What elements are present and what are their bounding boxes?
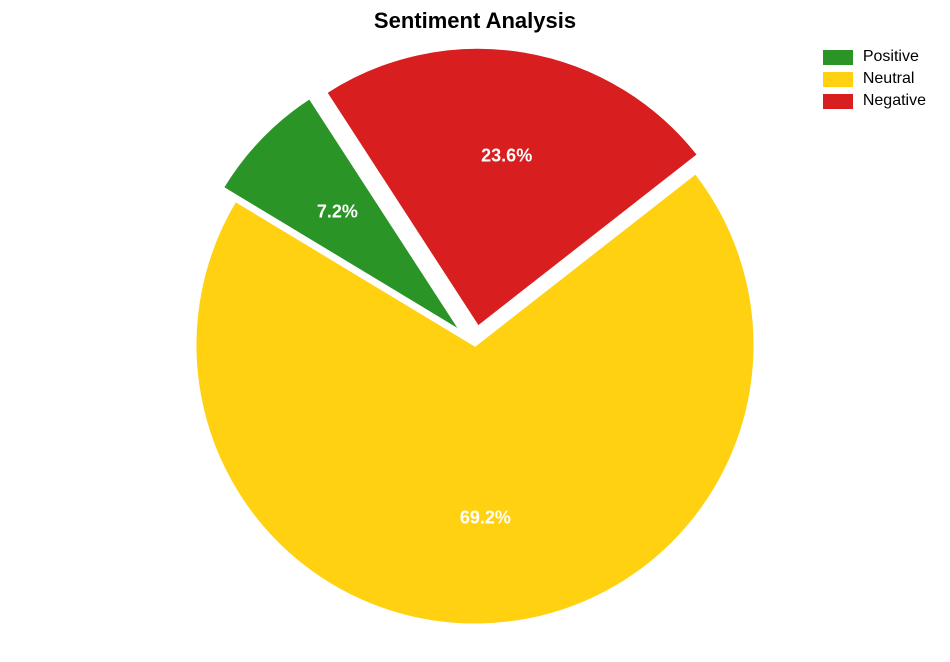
legend-item-negative: Negative bbox=[823, 92, 926, 110]
legend-label: Negative bbox=[863, 92, 926, 110]
legend-label: Positive bbox=[863, 48, 919, 66]
slice-label-neutral: 69.2% bbox=[460, 508, 511, 529]
legend-item-neutral: Neutral bbox=[823, 70, 926, 88]
legend-swatch-neutral bbox=[823, 72, 853, 87]
sentiment-pie-chart: Sentiment Analysis PositiveNeutralNegati… bbox=[0, 0, 950, 662]
legend-swatch-positive bbox=[823, 50, 853, 65]
slice-label-positive: 7.2% bbox=[317, 201, 358, 222]
legend-label: Neutral bbox=[863, 70, 915, 88]
pie-svg bbox=[0, 0, 950, 662]
legend: Positive Neutral Negative bbox=[823, 48, 926, 114]
legend-item-positive: Positive bbox=[823, 48, 926, 66]
legend-swatch-negative bbox=[823, 94, 853, 109]
slice-label-negative: 23.6% bbox=[481, 146, 532, 167]
